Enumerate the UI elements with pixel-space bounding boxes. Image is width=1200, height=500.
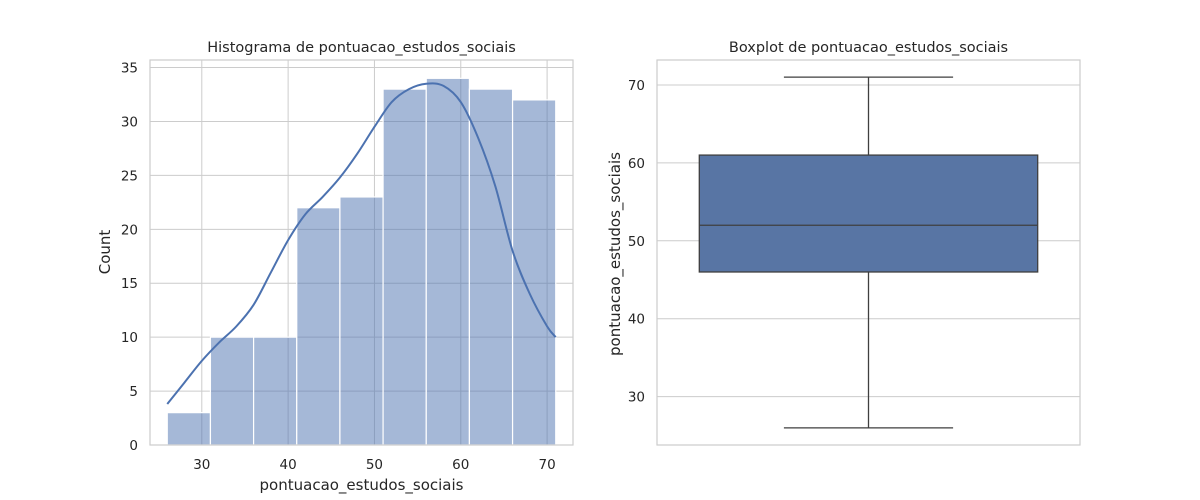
- boxplot-y-label: pontuacao_estudos_sociais: [606, 152, 625, 356]
- histogram-bars: [166, 77, 557, 446]
- boxplot-frame: [656, 59, 1081, 446]
- histogram-bar: [382, 88, 427, 446]
- x-tick-label: 30: [193, 457, 210, 473]
- histogram-y-label: Count: [96, 230, 114, 275]
- y-tick-label: 40: [628, 312, 645, 328]
- y-tick-label: 0: [129, 438, 138, 454]
- histogram-bar: [252, 336, 298, 446]
- histogram-bar: [296, 207, 341, 446]
- histogram-x-tick-labels: 30 40 50 60 70: [193, 457, 555, 473]
- y-tick-label: 30: [628, 390, 645, 406]
- histogram-bar: [468, 88, 514, 446]
- histogram-x-label: pontuacao_estudos_sociais: [260, 476, 464, 495]
- y-tick-label: 30: [121, 114, 138, 130]
- histogram-y-tick-labels: 0 5 10 15 20 25 30 35: [121, 61, 138, 454]
- x-tick-label: 60: [452, 457, 469, 473]
- histogram-bar: [511, 99, 557, 446]
- histogram-frame: [149, 59, 574, 446]
- boxplot-body: [698, 76, 1039, 429]
- y-tick-label: 25: [121, 168, 138, 184]
- x-tick-label: 70: [539, 457, 556, 473]
- kde-curve: [166, 82, 557, 405]
- boxplot-title: Boxplot de pontuacao_estudos_sociais: [729, 40, 1008, 56]
- boxplot-panel: 30 40 50 60 70 Boxplot de pontuacao_estudos_…: [606, 40, 1081, 446]
- y-tick-label: 70: [628, 78, 645, 94]
- histogram-bar: [166, 412, 212, 446]
- iqr-box: [698, 154, 1039, 273]
- x-tick-label: 50: [366, 457, 383, 473]
- y-tick-label: 60: [628, 156, 645, 172]
- histogram-panel: 30 40 50 60 70 0 5 10 15 20 25 30 35 Histograma de …: [96, 40, 574, 495]
- histogram-bar: [339, 196, 384, 446]
- y-tick-label: 50: [628, 234, 645, 250]
- y-tick-label: 5: [129, 384, 138, 400]
- x-tick-label: 40: [280, 457, 297, 473]
- y-tick-label: 20: [121, 222, 138, 238]
- histogram-title: Histograma de pontuacao_estudos_sociais: [207, 40, 516, 56]
- y-tick-label: 35: [121, 61, 138, 77]
- histogram-bar: [425, 77, 471, 446]
- y-tick-label: 15: [121, 276, 138, 292]
- histogram-bar: [209, 336, 255, 446]
- y-tick-label: 10: [121, 330, 138, 346]
- boxplot-y-tick-labels: 30 40 50 60 70: [628, 78, 645, 406]
